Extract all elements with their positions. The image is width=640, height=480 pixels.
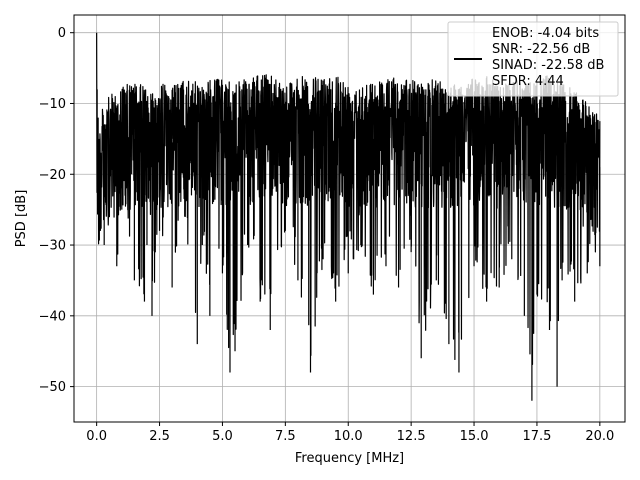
x-tick-label: 20.0: [585, 429, 614, 444]
y-tick-label: −20: [39, 168, 66, 183]
ticks: 0.0 2.5 5.0 7.5 10.0 12.5 15.0 17.5 20.0 0 −10 −20 −…: [39, 26, 615, 444]
x-tick-label: 7.5: [275, 429, 296, 444]
legend-label-snr: SNR: -22.56 dB: [492, 42, 590, 57]
x-tick-label: 2.5: [149, 429, 170, 444]
x-tick-label: 0.0: [86, 429, 107, 444]
series-layer: [96, 32, 601, 401]
y-tick-label: −50: [39, 380, 66, 395]
x-tick-label: 12.5: [397, 429, 426, 444]
legend: ENOB: -4.04 bits SNR: -22.56 dB SINAD: -…: [447, 21, 619, 97]
x-tick-label: 5.0: [212, 429, 233, 444]
y-axis-label: PSD [dB]: [14, 190, 29, 248]
legend-box: [447, 21, 619, 97]
x-tick-label: 17.5: [522, 429, 551, 444]
x-axis-label: Frequency [MHz]: [295, 451, 404, 466]
y-tick-label: −40: [39, 309, 66, 324]
y-tick-label: 0: [58, 26, 66, 41]
y-tick-label: −10: [39, 97, 66, 112]
x-tick-label: 15.0: [460, 429, 489, 444]
y-tick-label: −30: [39, 239, 66, 254]
psd-series-line: [96, 32, 601, 401]
legend-label-enob: ENOB: -4.04 bits: [492, 26, 599, 41]
legend-label-sfdr: SFDR: 4.44: [492, 74, 564, 89]
legend-label-sinad: SINAD: -22.58 dB: [492, 58, 604, 73]
axes-frame: [73, 14, 626, 423]
x-tick-label: 10.0: [334, 429, 363, 444]
